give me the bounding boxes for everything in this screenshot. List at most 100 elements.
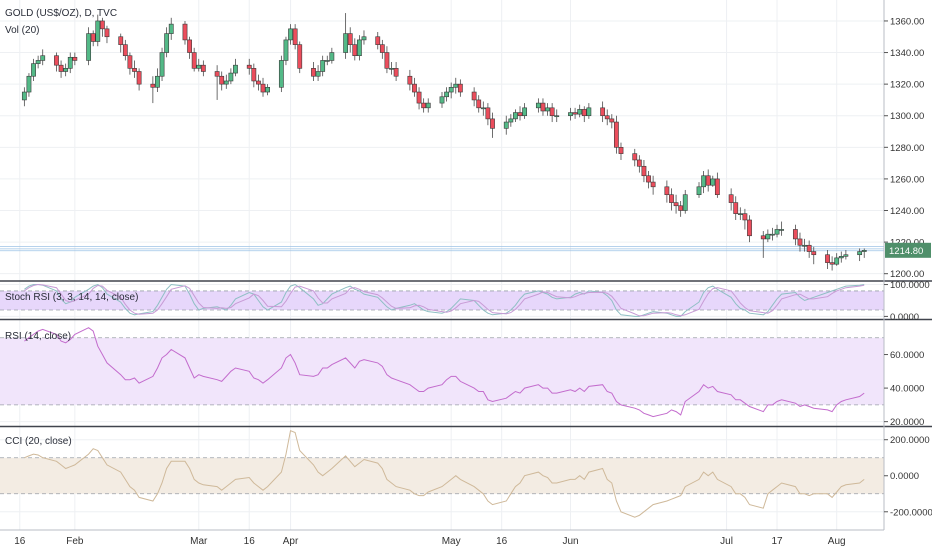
candle-down (187, 39, 192, 53)
indicator-band-fill (0, 457, 884, 494)
rsi-lines (24, 327, 865, 418)
candle-down (297, 44, 303, 69)
candle-up (545, 107, 550, 112)
rsi-title: RSI (14, close) (5, 331, 71, 342)
candle-up (508, 118, 514, 123)
candle-down (191, 52, 197, 69)
indicator-band-fill (0, 337, 884, 405)
candle-down (58, 64, 64, 72)
candle-up (779, 229, 785, 231)
candle-up (834, 257, 840, 265)
candle-up (861, 250, 867, 252)
candle-down (632, 153, 638, 161)
candle-down (122, 44, 128, 57)
y-tick-label: -200.0000 (890, 507, 932, 518)
candle-up (554, 115, 560, 118)
candle-down (54, 55, 59, 66)
candle-down (825, 254, 830, 263)
cci-lines (24, 430, 865, 518)
candle-down (747, 219, 752, 237)
candle-down (485, 107, 491, 120)
candle-up (774, 229, 780, 235)
y-tick-label: 200.0000 (890, 435, 930, 446)
candle-down (714, 178, 720, 196)
candle-down (219, 75, 225, 85)
y-tick-label: 1240.00 (890, 206, 924, 217)
candle-up (737, 213, 743, 215)
candle-up (21, 91, 27, 101)
candle-down (251, 68, 257, 82)
candle-up (320, 60, 326, 72)
candle-down (797, 238, 803, 246)
candle-down (476, 99, 482, 109)
cci-title: CCI (20, close) (5, 436, 72, 447)
candle-up (283, 39, 289, 61)
y-tick-label: 20.0000 (890, 417, 924, 428)
y-tick-label: 1280.00 (890, 143, 924, 154)
x-tick-label: Jun (562, 536, 578, 547)
candle-down (136, 71, 142, 85)
candle-down (457, 83, 463, 93)
candle-down (641, 165, 647, 177)
candle-up (324, 60, 330, 62)
candle-down (600, 107, 606, 117)
time-axis[interactable]: 16 Feb Mar 16 Apr May 16 Jun Jul 17 Aug (14, 536, 845, 547)
candle-down (728, 194, 734, 203)
candle-up (682, 194, 688, 211)
candle-down (678, 205, 684, 211)
candle-up (439, 96, 445, 104)
candle-down (260, 83, 266, 93)
candle-up (168, 23, 174, 34)
candle-up (425, 102, 431, 109)
candle-up (802, 244, 807, 247)
x-tick-label: Apr (283, 536, 299, 547)
candle-up (389, 68, 394, 70)
indicator-bands (0, 290, 884, 495)
candle-up (710, 178, 716, 186)
y-tick-label: 0.0000 (890, 312, 919, 323)
y-tick-label: 60.0000 (890, 350, 924, 361)
candle-down (384, 52, 390, 69)
candle-up (586, 107, 592, 117)
candle-down (733, 202, 739, 214)
x-tick-label: 17 (771, 536, 783, 547)
candle-down (246, 64, 252, 69)
candle-down (393, 68, 399, 77)
indicator-band-fill (0, 290, 884, 311)
indicator-series-line (24, 283, 865, 317)
candle-down (182, 23, 188, 41)
candle-up (155, 75, 160, 88)
pane-separators (0, 0, 932, 531)
candle-up (196, 64, 202, 69)
price-axis[interactable]: 1360.00 1340.00 1320.00 1300.00 1280.00 1260.… (884, 16, 932, 518)
candles (21, 13, 867, 271)
candle-up (278, 60, 284, 88)
candle-down (829, 262, 835, 265)
x-tick-label: 16 (244, 536, 256, 547)
candle-down (705, 175, 711, 186)
candle-up (35, 60, 41, 64)
last-price-badge (885, 242, 931, 258)
candle-down (806, 244, 812, 252)
candle-down (379, 44, 385, 53)
candle-up (265, 86, 270, 93)
candle-up (223, 80, 229, 85)
y-tick-label: 1300.00 (890, 111, 924, 122)
y-tick-label: 0.0000 (890, 471, 919, 482)
y-tick-label: 1360.00 (890, 16, 924, 27)
x-tick-label: Feb (66, 536, 84, 547)
candle-up (577, 109, 583, 115)
candle-down (118, 36, 124, 45)
candle-up (838, 256, 844, 259)
candle-down (104, 28, 110, 38)
candle-up (480, 107, 486, 110)
grid (0, 0, 884, 530)
candle-down (613, 121, 619, 148)
indicator-series-line (24, 430, 865, 518)
candle-up (765, 233, 771, 240)
price-lines (0, 245, 884, 252)
candle-down (490, 118, 495, 129)
x-tick-label: 16 (14, 536, 26, 547)
candle-up (448, 86, 454, 93)
